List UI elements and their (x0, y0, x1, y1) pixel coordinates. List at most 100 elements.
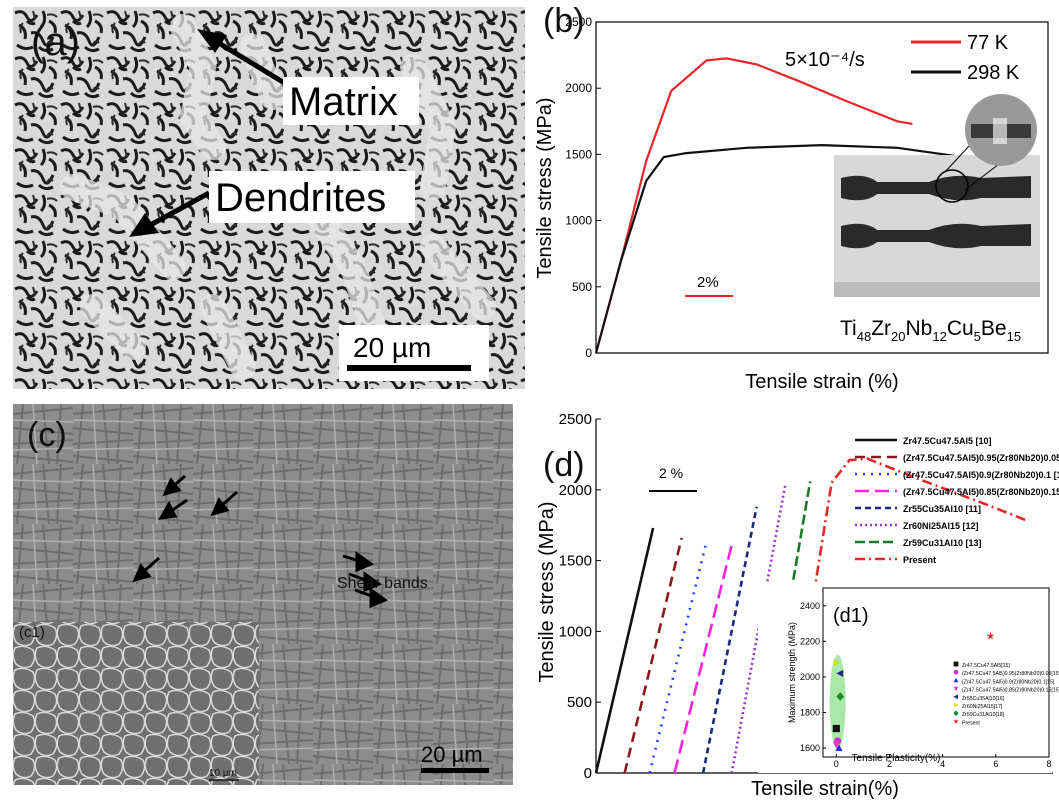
inset-legend-label: Zr55Cu35Al10[16] (962, 696, 1005, 702)
point-zr47-5cu47-5al5-0-9-zr80nb20-0-1-15 (835, 744, 843, 751)
panel-b-label: (b) (543, 2, 585, 40)
matrix-arrow-icon (197, 29, 227, 53)
inset-legend-label: Zr47.5Cu47.5Al5[15] (962, 663, 1010, 669)
legend-label: Zr55Cu35Al10 [11] (903, 504, 981, 514)
panel-b: (b) 0 500 1000 1500 2000 2500 Tensile stress … (525, 0, 1059, 400)
y-tick-label: 0 (585, 346, 592, 360)
x-tick-label: 6 (993, 759, 998, 769)
legend-d: Zr47.5Cu47.5Al5 [10] (Zr47.5Cu47.5Al5)0.9… (855, 436, 1059, 565)
point-zr55cu35al10-16 (836, 669, 844, 677)
panel-c: (c) (c1) 10 µm Shear bands 20 µm (13, 404, 513, 785)
inset-y-axis-label: Maximum strength (MPa) (787, 622, 797, 723)
dendrites-arrow-icon (129, 213, 159, 237)
panel-a-label: (a) (31, 20, 80, 64)
curve-zr47-5cu47-5al5-0-85-zr80nb20-0-15-10 (673, 544, 733, 774)
scale-bar-c-label: 20 µm (421, 742, 483, 767)
legend-label: Present (903, 555, 936, 565)
legend-marker-zr60ni25al15-17 (954, 702, 959, 708)
legend-marker-zr47-5cu47-5al5-0-95-zr80nb20-0-05-15 (953, 669, 959, 675)
x-axis-label-d: Tensile strain(%) (751, 778, 899, 800)
inset-d1-scatter: 1600 1800 2000 2200 2400 0 2 4 6 8 Maximum strengt… (787, 587, 1059, 769)
legend-marker-present (953, 718, 959, 724)
y-tick-label: 2500 (559, 411, 592, 428)
point-zr47-5cu47-5al5-0-85-zr80nb20-0-15-15 (832, 741, 840, 749)
x-tick-label: 8 (1046, 759, 1051, 769)
curve-zr47-5cu47-5al5-0-95-zr80nb20-0-05-10 (623, 537, 683, 774)
inset-legend-label: Present (962, 720, 980, 726)
x-tick-label: 0 (834, 759, 839, 769)
point-present (986, 631, 995, 640)
inset-c1 (13, 622, 259, 785)
y-tick-label: 2000 (800, 672, 820, 682)
scale-bar-label: 20 µm (353, 332, 431, 363)
inset-x-axis-label: Tensile Plasticity(%) (852, 753, 941, 764)
dendrites-annotation: Dendrites (215, 176, 386, 220)
panel-d-label: (d) (543, 446, 585, 484)
inset-frame (822, 587, 1050, 758)
y-tick-label: 1500 (559, 553, 592, 570)
sem-fractograph: (c) (c1) 10 µm Shear bands 20 µm (13, 404, 513, 785)
shear-bands-annotation: Shear bands (337, 575, 428, 592)
shear-band-arrows-icon (132, 474, 389, 609)
specimen-photo (834, 94, 1040, 297)
micrograph-dendrites: (a) Matrix Dendrites 20 µm (13, 7, 525, 389)
y-tick-label: 2200 (800, 636, 820, 646)
y-tick-label: 0 (584, 765, 592, 782)
legend-label: (Zr47.5Cu47.5Al5)0.95(Zr80Nb20)0.05 [10] (903, 453, 1059, 463)
curve-zr55cu35al10-11 (701, 506, 758, 774)
panel-d: (d) 0 500 1000 1500 2000 2500 Tensile stress … (525, 400, 1059, 803)
tensile-chart-b: (b) 0 500 1000 1500 2000 2500 Tensile stress … (534, 2, 1049, 393)
curve-present (783, 457, 1029, 774)
legend-label: (Zr47.5Cu47.5Al5)0.9(Zr80Nb20)0.1 [10] (903, 470, 1059, 480)
y-tick-label: 500 (567, 694, 592, 711)
legend-marker-zr47-5cu47-5al5-0-9-zr80nb20-0-1-15 (953, 677, 959, 683)
y-tick-labels-d: 0 500 1000 1500 2000 2500 (559, 411, 601, 782)
composition-label: Ti48Zr20Nb12Cu5Be15 (840, 317, 1021, 344)
svg-text:Ti48Zr20Nb12Cu5Be15: Ti48Zr20Nb12Cu5Be15 (840, 317, 1021, 344)
x-tick-label: 4 (940, 759, 945, 769)
highlight-ellipse (829, 654, 846, 749)
x-tick-label: 2 (887, 759, 892, 769)
y-tick-label: 2000 (565, 81, 592, 95)
point-zr59cu31al10-18 (836, 692, 845, 701)
tensile-chart-d: (d) 0 500 1000 1500 2000 2500 Tensile stress … (536, 411, 1059, 800)
inset-legend-label: Zr59Cu31Al10[18] (962, 712, 1005, 718)
legend-marker-zr47-5cu47-5al5-0-85-zr80nb20-0-15-15 (953, 686, 959, 692)
point-zr47-5cu47-5al5-15 (832, 724, 840, 733)
scale-bar-c (421, 768, 489, 773)
inset-legend-label: (Zr47.5Cu47.5Al5)0.85(Zr80Nb20)0.15[15] (962, 688, 1059, 694)
curve-77-k (594, 57, 913, 354)
curve-zr47-5cu47-5al5-0-9-zr80nb20-0-1-10 (648, 540, 708, 774)
panel-a: (a) Matrix Dendrites 20 µm (13, 7, 525, 389)
inset-legend-label: (Zr47.5Cu47.5Al5)0.95(Zr80Nb20)0.05[15] (962, 671, 1059, 677)
plot-frame (595, 21, 1049, 354)
strain-rate-label: 5×10⁻⁴/s (785, 49, 865, 71)
y-axis-label: Tensile stress (MPa) (534, 97, 556, 278)
y-tick-label: 500 (572, 280, 592, 294)
inset-c1-label: (c1) (19, 624, 45, 641)
y-axis-label-d: Tensile stress (MPa) (536, 501, 558, 682)
y-tick-label: 1000 (565, 214, 592, 228)
legend-label: Zr60Ni25Al15 [12] (903, 521, 979, 531)
legend-label-77k: 77 K (967, 32, 1009, 54)
y-tick-label: 2000 (559, 482, 592, 499)
scale-2pct-label: 2% (697, 274, 719, 291)
scale-2pct-label-d: 2 % (659, 465, 683, 481)
y-tick-label: 1800 (800, 708, 820, 718)
matrix-annotation: Matrix (289, 80, 398, 124)
legend-marker-zr55cu35al10-16 (953, 694, 958, 700)
y-tick-label: 1000 (559, 623, 592, 640)
curve-zr47-5cu47-5al5-10 (594, 527, 655, 774)
legend-label: Zr59Cu31Al10 [13] (903, 538, 982, 548)
point-zr60ni25al15-17 (833, 659, 841, 667)
y-tick-label: 2500 (565, 15, 592, 29)
inset-legend-label: Zr60Ni25Al15[17] (962, 704, 1003, 710)
legend-label: Zr47.5Cu47.5Al5 [10] (903, 436, 992, 446)
inset-scale-label: 10 µm (209, 768, 237, 779)
y-tick-label: 2400 (800, 601, 820, 611)
legend-label: (Zr47.5Cu47.5Al5)0.85(Zr80Nb20)0.15 [10] (903, 487, 1059, 497)
y-tick-label: 1600 (800, 743, 820, 753)
inset-legend-label: (Zr47.5Cu47.5Al5)0.9(Zr80Nb20)0.1[15] (962, 679, 1055, 685)
panel-c-label: (c) (27, 416, 67, 454)
legend-marker-zr47-5cu47-5al5-15 (953, 661, 959, 667)
